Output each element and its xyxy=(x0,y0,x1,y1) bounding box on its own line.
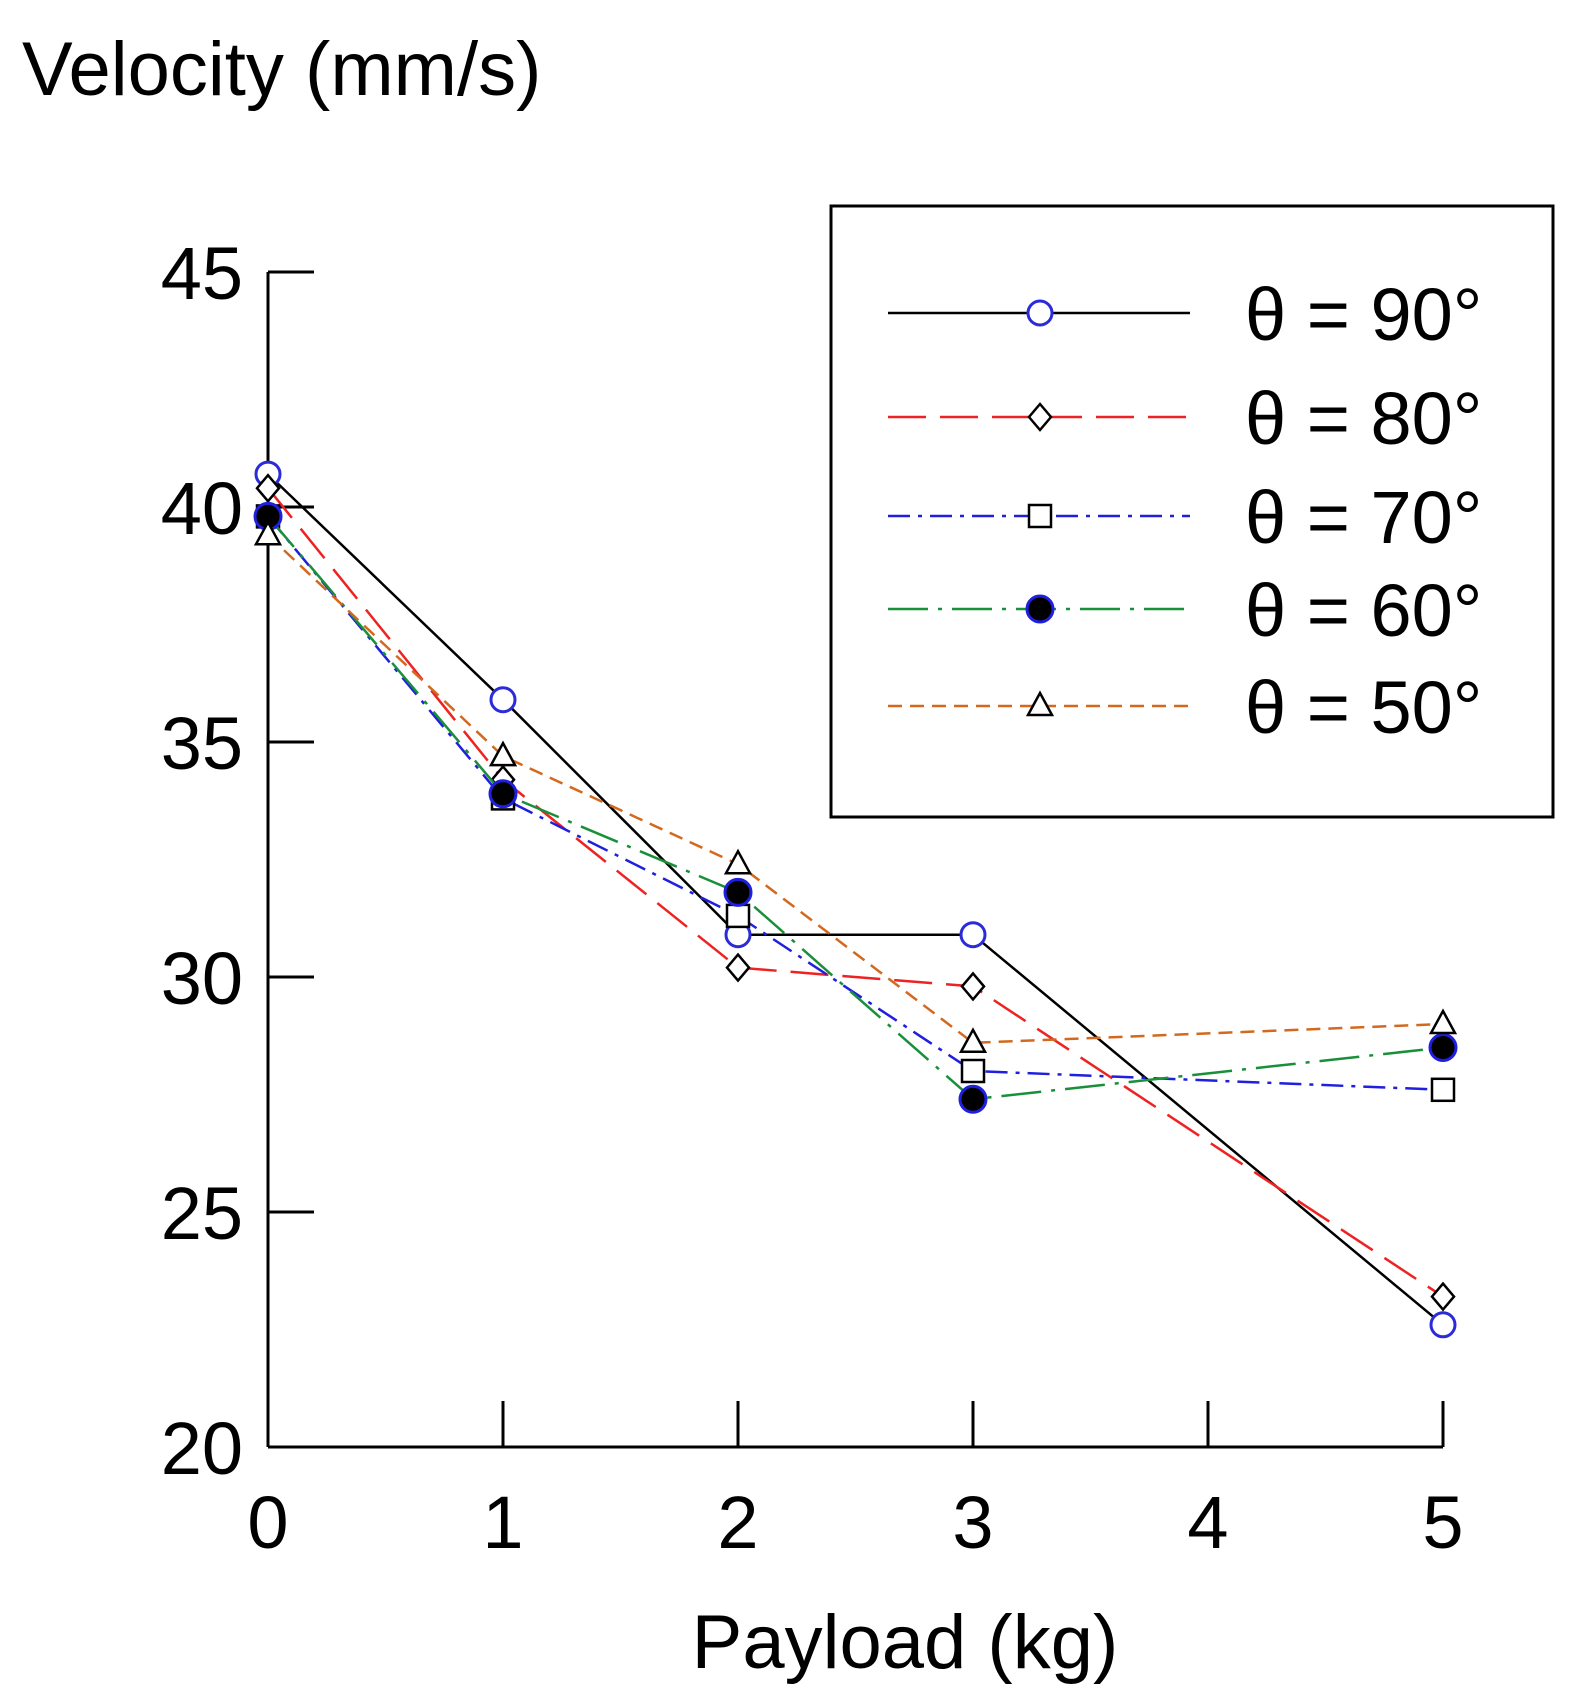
series-line xyxy=(267,487,1444,1298)
data-point xyxy=(488,779,518,809)
legend-item: θ = 60° xyxy=(888,569,1482,652)
series-line xyxy=(267,515,1444,1092)
y-tick-label: 20 xyxy=(161,1407,243,1490)
legend-item: θ = 50° xyxy=(888,666,1482,749)
legend: θ = 90° θ = 80° θ = 70° θ = 60° θ = 50° xyxy=(829,204,1555,819)
data-point xyxy=(1428,1008,1458,1035)
data-point xyxy=(725,952,751,983)
data-point xyxy=(725,903,751,929)
data-point xyxy=(723,848,753,875)
data-point xyxy=(488,740,518,767)
x-tick-label: 3 xyxy=(952,1481,993,1564)
legend-box xyxy=(829,204,1555,819)
legend-marker xyxy=(1025,690,1055,717)
y-tick-label: 45 xyxy=(161,232,243,315)
y-ticks: 20 25 30 35 40 45 xyxy=(161,232,314,1490)
legend-marker xyxy=(1027,402,1053,432)
data-point xyxy=(1429,1311,1457,1339)
series-line xyxy=(267,515,1444,1101)
legend-label: θ = 50° xyxy=(1245,666,1482,749)
data-point xyxy=(959,921,987,949)
x-axis-title: Payload (kg) xyxy=(692,1600,1119,1685)
data-point xyxy=(489,686,517,714)
legend-marker xyxy=(1027,503,1053,529)
x-tick-label: 1 xyxy=(482,1481,523,1564)
legend-label: θ = 80° xyxy=(1245,377,1482,460)
series-0 xyxy=(254,460,1457,1339)
x-tick-label: 4 xyxy=(1187,1481,1228,1564)
series-4 xyxy=(253,519,1458,1054)
x-tick-label: 5 xyxy=(1422,1481,1463,1564)
data-point xyxy=(960,1058,986,1084)
series-1 xyxy=(255,473,1456,1312)
x-tick-label: 2 xyxy=(717,1481,758,1564)
data-point xyxy=(255,473,281,504)
legend-item: θ = 70° xyxy=(888,476,1482,559)
legend-label: θ = 60° xyxy=(1245,569,1482,652)
data-point xyxy=(1428,1033,1458,1062)
data-point xyxy=(960,971,986,1002)
y-tick-label: 25 xyxy=(161,1172,243,1255)
x-ticks: 0 1 2 3 4 5 xyxy=(247,1401,1464,1564)
y-tick-label: 30 xyxy=(161,937,243,1020)
data-point xyxy=(958,1084,988,1114)
y-tick-label: 40 xyxy=(161,467,243,550)
legend-marker xyxy=(1025,594,1055,624)
legend-label: θ = 70° xyxy=(1245,476,1482,559)
legend-label: θ = 90° xyxy=(1245,273,1482,356)
data-point xyxy=(1430,1077,1456,1103)
legend-item: θ = 90° xyxy=(888,273,1482,356)
y-axis-title: Velocity (mm/s) xyxy=(22,27,541,112)
legend-marker xyxy=(1026,299,1054,327)
data-point xyxy=(723,877,753,907)
data-point xyxy=(958,1027,988,1054)
y-tick-label: 35 xyxy=(161,702,243,785)
data-point xyxy=(1430,1281,1456,1312)
series-3 xyxy=(253,501,1458,1114)
series-layer xyxy=(253,460,1458,1339)
data-point xyxy=(253,519,283,546)
legend-item: θ = 80° xyxy=(888,377,1482,460)
x-tick-label: 0 xyxy=(247,1481,288,1564)
